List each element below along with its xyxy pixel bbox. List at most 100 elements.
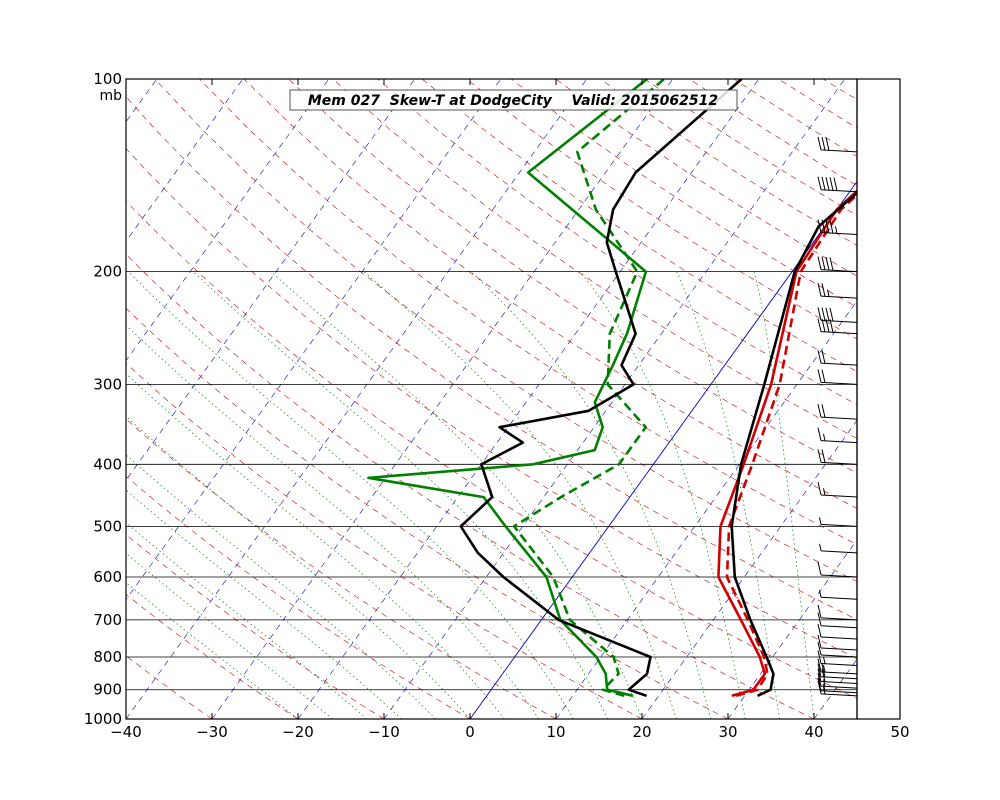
- pressure-tick-label: 800: [93, 648, 122, 666]
- wind-barb-staff: [820, 693, 858, 697]
- dry-adiabat-line: [199, 79, 857, 545]
- wind-barb: [817, 404, 858, 420]
- wind-barb-staff: [820, 654, 858, 658]
- dry-adiabat-line: [332, 79, 857, 439]
- wind-barb-staff: [820, 625, 858, 629]
- dry-adiabat-line: [555, 79, 857, 277]
- pressure-tick-label: 300: [93, 375, 122, 393]
- dry-adiabat-line: [868, 79, 1000, 719]
- moist-adiabat-line: [676, 271, 780, 719]
- pressure-tick-label: 700: [93, 611, 122, 629]
- wind-barb-staff: [820, 331, 858, 335]
- wind-barb: [817, 350, 858, 366]
- wind-barb-flag: [817, 650, 822, 664]
- isotherm-line: [727, 539, 857, 719]
- background-lines: [126, 79, 1000, 719]
- dry-adiabat-line: [733, 79, 857, 157]
- wind-barb-flag: [823, 488, 826, 496]
- x-axis-ticks: −40 −30 −20 −10 0 10 20 30 40 50: [110, 79, 910, 741]
- wind-barb-flag: [819, 543, 822, 551]
- wind-barb-flag: [817, 561, 822, 576]
- wind-barb-staff: [820, 663, 858, 667]
- wind-barb-flag: [817, 658, 822, 672]
- wind-barb: [817, 136, 858, 153]
- wind-barb-flag: [829, 257, 834, 271]
- wind-barb-staff: [820, 523, 858, 527]
- wind-barb-staff: [820, 381, 858, 385]
- x-tick-label: −30: [196, 723, 228, 741]
- dewpoint-profile-line: [459, 79, 743, 698]
- wind-barb-staff: [820, 671, 858, 675]
- wind-barb-flag: [817, 612, 822, 626]
- wind-barb-staff: [820, 189, 858, 193]
- chart-title-frame: [289, 89, 738, 111]
- wind-barb-flag: [817, 283, 822, 297]
- dry-adiabat-line: [377, 79, 857, 405]
- wind-barb-flag: [817, 604, 822, 618]
- x-tick-label: 30: [718, 723, 737, 741]
- moist-adiabat-line: [126, 489, 402, 719]
- x-tick-label: −20: [282, 723, 314, 741]
- temperature-profile-line: [717, 189, 857, 698]
- dry-adiabat-line: [126, 200, 857, 699]
- temperature-profile-line: [725, 193, 857, 698]
- wind-barb: [817, 623, 858, 640]
- wind-barb: [819, 543, 858, 554]
- x-tick-label: −10: [368, 723, 400, 741]
- wind-barb-staff: [820, 676, 858, 680]
- isotherm-line: [126, 79, 416, 481]
- wind-barb-flag: [817, 307, 822, 321]
- wind-barb-staff: [820, 461, 858, 465]
- barb-panel-frame: [856, 78, 901, 720]
- dry-adiabat-line: [600, 79, 857, 246]
- wind-barb-staff: [820, 149, 858, 153]
- wind-barb-staff: [820, 596, 858, 600]
- wind-barb: [817, 641, 858, 658]
- dry-adiabat-line: [126, 418, 557, 719]
- temperature-profile-line: [730, 191, 857, 697]
- dry-adiabat-line: [511, 79, 857, 308]
- wind-barb-flag: [817, 673, 822, 687]
- wind-barb: [817, 283, 858, 299]
- moist-adiabat-line: [126, 552, 333, 719]
- moist-adiabat-line: [754, 271, 815, 719]
- moist-adiabat-line: [580, 271, 746, 719]
- wind-barb: [819, 517, 858, 527]
- wind-barb-flag: [821, 176, 826, 191]
- wind-barb-flag: [833, 177, 838, 191]
- wind-barb-flag: [823, 679, 826, 687]
- wind-barb-flag: [817, 404, 822, 418]
- isotherm-line: [126, 79, 158, 123]
- wind-barb: [817, 668, 858, 684]
- wind-barb-staff: [820, 440, 858, 444]
- moist-adiabat-line: [126, 415, 471, 719]
- wind-barb-flag: [817, 668, 822, 682]
- wind-barb-staff: [820, 647, 858, 651]
- wind-barb-staff: [820, 690, 858, 694]
- wind-barb-flag: [821, 283, 826, 297]
- wind-barb-flag: [827, 289, 830, 297]
- wind-barb-flag: [823, 433, 826, 441]
- dry-adiabat-line: [126, 475, 471, 719]
- wind-barb: [817, 318, 858, 335]
- isotherm-line: [555, 300, 857, 719]
- wind-barb-flag: [821, 369, 826, 383]
- sounding-lines: [367, 79, 857, 698]
- dry-adiabat-line: [154, 79, 857, 582]
- wind-barb-flag: [835, 226, 838, 234]
- isotherm-line: [297, 79, 760, 719]
- wind-barb-staff: [820, 269, 858, 273]
- wind-barb-staff: [820, 295, 858, 299]
- dry-adiabat-line: [126, 534, 385, 719]
- pressure-tick-label: 1000: [84, 710, 122, 728]
- wind-barb-flag: [819, 517, 822, 525]
- chart-title-box: Mem 027 Skew-T at DodgeCity Valid: 20150…: [289, 89, 738, 111]
- wind-barb: [817, 561, 858, 578]
- wind-barb: [817, 650, 858, 667]
- pressure-tick-label: 500: [93, 517, 122, 535]
- wind-barb-flag: [817, 623, 822, 638]
- wind-barb-flag: [817, 256, 822, 270]
- dry-adiabat-line: [126, 362, 643, 719]
- dewpoint-profile-line: [367, 79, 648, 698]
- wind-barb: [817, 369, 858, 385]
